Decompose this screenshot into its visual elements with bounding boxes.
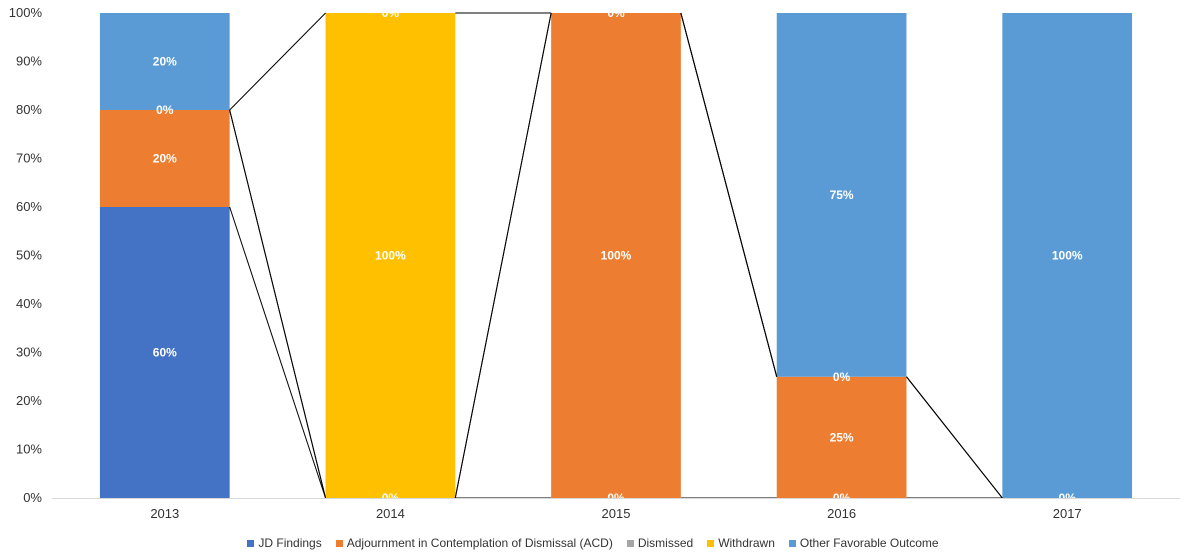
x-tick-label: 2013 <box>150 506 179 521</box>
legend-label: Other Favorable Outcome <box>799 536 939 550</box>
y-tick-label: 70% <box>16 151 42 166</box>
legend-label: Withdrawn <box>718 536 775 550</box>
x-tick-label: 2016 <box>827 506 856 521</box>
data-label: 100% <box>1052 249 1083 263</box>
legend-swatch <box>788 539 796 547</box>
legend-item: JD Findings <box>247 536 322 550</box>
y-tick-label: 90% <box>16 54 42 69</box>
x-tick-label: 2017 <box>1053 506 1082 521</box>
legend: JD Findings Adjournment in Contemplation … <box>0 534 1186 552</box>
series-line <box>906 376 1003 499</box>
legend-item: Adjournment in Contemplation of Dismissa… <box>335 536 613 550</box>
bar-segment <box>99 110 230 207</box>
bar-segment <box>99 13 230 110</box>
series-line <box>229 206 327 499</box>
data-label: 25% <box>830 430 854 444</box>
bar-segment <box>325 13 456 498</box>
y-tick-label: 30% <box>16 345 42 360</box>
y-tick-label: 20% <box>16 393 42 408</box>
y-tick-label: 10% <box>16 442 42 457</box>
series-line <box>229 109 327 499</box>
data-label: 60% <box>153 346 177 360</box>
bar-segment <box>776 376 907 498</box>
legend-swatch <box>335 539 343 547</box>
data-label: 20% <box>153 152 177 166</box>
bars-group <box>99 13 1133 498</box>
bar-segment <box>551 13 681 498</box>
data-label: 20% <box>153 55 177 69</box>
y-tick-label: 50% <box>16 248 42 263</box>
data-label: 100% <box>601 249 632 263</box>
legend-swatch <box>247 539 255 547</box>
y-tick-label: 60% <box>16 199 42 214</box>
bar-segment <box>99 207 230 498</box>
data-label: 0% <box>156 103 174 117</box>
data-label: 0% <box>607 6 625 20</box>
series-line <box>229 12 326 111</box>
legend-swatch <box>626 539 634 547</box>
bar-segment <box>776 13 907 377</box>
y-tick-label: 100% <box>9 5 43 20</box>
y-tick-label: 40% <box>16 296 42 311</box>
legend-item: Dismissed <box>626 536 694 550</box>
series-lines-group <box>229 12 1003 499</box>
legend-label: Adjournment in Contemplation of Dismissa… <box>346 536 613 550</box>
data-label: 0% <box>833 370 851 384</box>
series-line <box>680 12 778 377</box>
legend-label: Dismissed <box>637 536 694 550</box>
legend-swatch <box>707 539 715 547</box>
x-tick-label: 2015 <box>602 506 631 521</box>
y-tick-label: 0% <box>23 490 42 505</box>
legend-label: JD Findings <box>258 536 322 550</box>
legend-item: Other Favorable Outcome <box>788 536 939 550</box>
data-label: 100% <box>375 249 406 263</box>
y-tick-label: 80% <box>16 102 42 117</box>
data-label: 75% <box>830 188 854 202</box>
x-axis: 2013 2014 2015 2016 2017 <box>52 498 1180 521</box>
series-line <box>454 12 552 499</box>
y-axis: 0% 10% 20% 30% 40% 50% 60% 70% 80% 90% 100% <box>9 5 43 505</box>
bar-segment <box>1002 13 1133 498</box>
data-label: 0% <box>382 6 400 20</box>
x-tick-label: 2014 <box>376 506 405 521</box>
legend-item: Withdrawn <box>707 536 775 550</box>
